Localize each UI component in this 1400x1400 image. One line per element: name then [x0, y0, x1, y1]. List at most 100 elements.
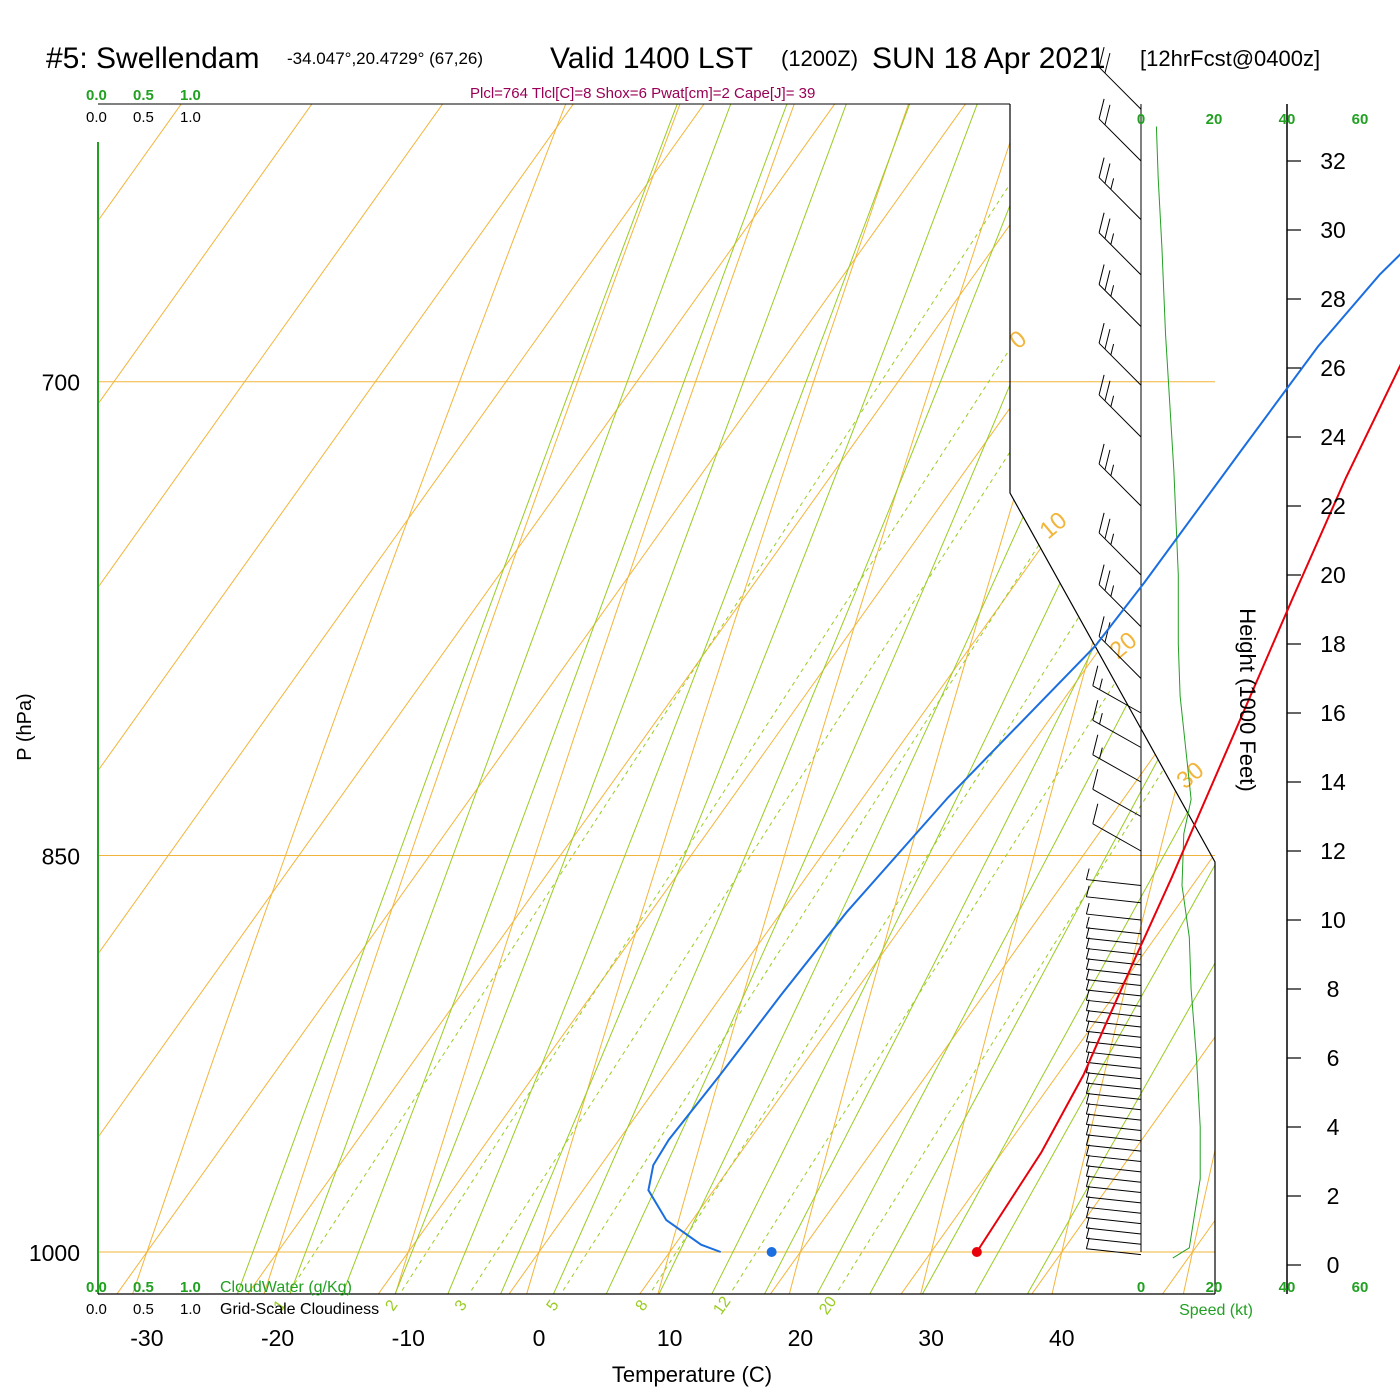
- wind-barb-staff: [1086, 927, 1142, 935]
- wind-barb-feather: [1085, 1206, 1090, 1218]
- speed-scale-bottom-1: 20: [1206, 1279, 1223, 1296]
- isobars: [98, 381, 1215, 1253]
- height-tick-28: 28: [1320, 286, 1346, 312]
- wind-barb-staff: [1086, 968, 1142, 976]
- wind-barb: [1085, 958, 1142, 976]
- wind-speed-profile: [1155, 126, 1201, 1259]
- wind-barb-feather: [1099, 678, 1103, 690]
- height-tick-26: 26: [1320, 355, 1346, 381]
- wind-barb-feather: [1092, 700, 1099, 721]
- speed-scale-bottom-3: 60: [1352, 1279, 1369, 1296]
- wind-barb-staff: [1092, 754, 1142, 783]
- isotherm: [98, 104, 1215, 1294]
- cloudiness-label: Grid-Scale Cloudiness: [220, 1301, 379, 1318]
- wind-barb-feather: [1104, 518, 1111, 539]
- wind-barb-staff: [1086, 999, 1142, 1007]
- surface-dewpoint-dot: [766, 1247, 777, 1257]
- wind-barb-staff: [1086, 1082, 1142, 1090]
- wind-barb-staff: [1086, 937, 1142, 945]
- height-tick-20: 20: [1320, 562, 1346, 588]
- y-axis-title: P (hPa): [14, 693, 36, 760]
- wind-barb: [1092, 803, 1142, 852]
- height-tick-8: 8: [1327, 976, 1340, 1002]
- speed-scale-top-1: 20: [1206, 111, 1223, 128]
- wind-barb: [1085, 916, 1142, 935]
- wind-barb-staff: [1086, 1165, 1142, 1173]
- wind-barb: [1098, 212, 1142, 276]
- wind-barb-staff: [1092, 788, 1142, 817]
- wind-barb: [1085, 1123, 1142, 1142]
- dry-adiabat: [1176, 104, 1215, 1294]
- wind-barb-feather: [1085, 989, 1090, 1001]
- cloud-scale-bottom-green-2: 1.0: [180, 1279, 201, 1296]
- wind-barb: [1085, 1061, 1142, 1080]
- wind-barb-feather: [1085, 902, 1090, 915]
- dry-adiabat: [1309, 0, 1400, 1324]
- speed-scale-bottom-0: 0: [1137, 1279, 1145, 1296]
- wind-barb-staff: [1098, 284, 1142, 327]
- y-tick-850: 850: [42, 843, 80, 869]
- mixing-ratio-label: 2: [383, 1297, 402, 1314]
- wind-barb: [1085, 1206, 1142, 1225]
- wind-barb-feather: [1085, 947, 1090, 960]
- wind-barb-staff: [1098, 636, 1142, 679]
- wind-barb-feather: [1099, 712, 1103, 725]
- dry-adiabat: [121, 104, 1215, 1294]
- wind-barb-staff: [1086, 979, 1142, 987]
- wind-barb-feather: [1092, 665, 1099, 686]
- wind-barb: [1085, 1020, 1142, 1038]
- wind-barb-feather: [1085, 1092, 1090, 1104]
- forecast-run: [12hrFcst@0400z]: [1140, 46, 1320, 71]
- mixing-ratio-line: [379, 104, 1215, 1294]
- mixing-ratio-label: 12: [710, 1293, 734, 1317]
- wind-barb-staff: [1086, 913, 1142, 921]
- cloud-scale-top-green-1: 0.5: [133, 87, 154, 104]
- dry-adiabat-label: 10: [1035, 507, 1073, 545]
- wind-barb-staff: [1086, 896, 1142, 904]
- wind-barb-feather: [1085, 999, 1090, 1011]
- height-tick-0: 0: [1327, 1252, 1340, 1278]
- wind-barb-staff: [1086, 1237, 1142, 1245]
- wind-barb: [1085, 989, 1142, 1007]
- wind-barb-feather: [1110, 178, 1115, 190]
- dry-adiabat: [385, 104, 1215, 1294]
- wind-barb-feather: [1098, 157, 1105, 178]
- mixing-ratio-label: 5: [544, 1297, 563, 1314]
- dry-adiabat-label: 20: [1105, 627, 1143, 665]
- wind-barb-feather: [1110, 343, 1115, 356]
- wind-barb: [1085, 1134, 1142, 1152]
- speed-scale-top-2: 40: [1279, 111, 1296, 128]
- wind-barb-staff: [1098, 118, 1142, 162]
- speed-scale-bottom-2: 40: [1279, 1279, 1296, 1296]
- height-tick-6: 6: [1327, 1045, 1340, 1071]
- y-tick-labels: 2503004005007008501000: [29, 370, 80, 1266]
- moist-adiabat: [225, 104, 1215, 1294]
- temperature-line: [975, 363, 1400, 1253]
- wind-barb-feather: [1085, 1227, 1090, 1239]
- wind-barb: [1085, 1082, 1142, 1100]
- wind-barb-feather: [1098, 323, 1105, 344]
- wind-barb-feather: [1085, 1051, 1090, 1063]
- x-axis-title: Temperature (C): [612, 1362, 772, 1387]
- cloud-scale-bottom-black-1: 0.5: [133, 1301, 154, 1318]
- wind-barb: [1085, 1227, 1142, 1245]
- wind-barb-feather: [1104, 163, 1111, 184]
- station-coords: -34.047°,20.4729° (67,26): [287, 49, 483, 68]
- height-tick-22: 22: [1320, 493, 1346, 519]
- wind-barb: [1098, 157, 1142, 221]
- wind-barb-feather: [1085, 978, 1090, 991]
- dry-adiabat: [517, 104, 1215, 1294]
- moist-adiabat: [696, 104, 1215, 1294]
- x-tick-40: 40: [1049, 1325, 1075, 1351]
- moist-adiabat: [278, 104, 1215, 1294]
- y-tick-1000: 1000: [29, 1240, 80, 1266]
- moist-adiabat: [487, 104, 1215, 1294]
- wind-barb-feather: [1085, 1196, 1090, 1208]
- wind-barb: [1085, 1113, 1142, 1131]
- wind-barb: [1098, 98, 1142, 162]
- wind-barb-staff: [1086, 1155, 1142, 1162]
- series-lines: [647, 253, 1400, 1257]
- mixing-ratio-label: 20: [816, 1293, 840, 1317]
- moist-adiabats: [225, 104, 1215, 1294]
